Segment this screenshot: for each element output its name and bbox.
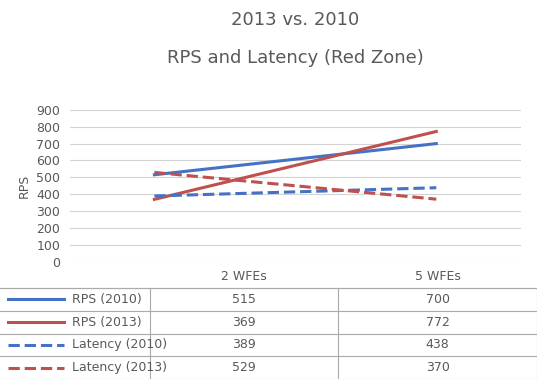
Text: 370: 370: [426, 361, 449, 374]
Text: 529: 529: [233, 361, 256, 374]
Text: 700: 700: [426, 293, 449, 306]
Text: RPS (2013): RPS (2013): [72, 316, 142, 329]
Text: 438: 438: [426, 338, 449, 351]
Text: 2013 vs. 2010: 2013 vs. 2010: [231, 11, 359, 29]
Text: Latency (2013): Latency (2013): [72, 361, 168, 374]
Text: 389: 389: [233, 338, 256, 351]
Text: 5 WFEs: 5 WFEs: [415, 270, 461, 283]
Text: Latency (2010): Latency (2010): [72, 338, 168, 351]
Text: RPS and Latency (Red Zone): RPS and Latency (Red Zone): [167, 49, 424, 67]
Y-axis label: RPS: RPS: [18, 174, 31, 198]
Text: 515: 515: [233, 293, 256, 306]
Text: 369: 369: [233, 316, 256, 329]
Text: 772: 772: [426, 316, 449, 329]
Text: 2 WFEs: 2 WFEs: [221, 270, 267, 283]
Text: RPS (2010): RPS (2010): [72, 293, 142, 306]
